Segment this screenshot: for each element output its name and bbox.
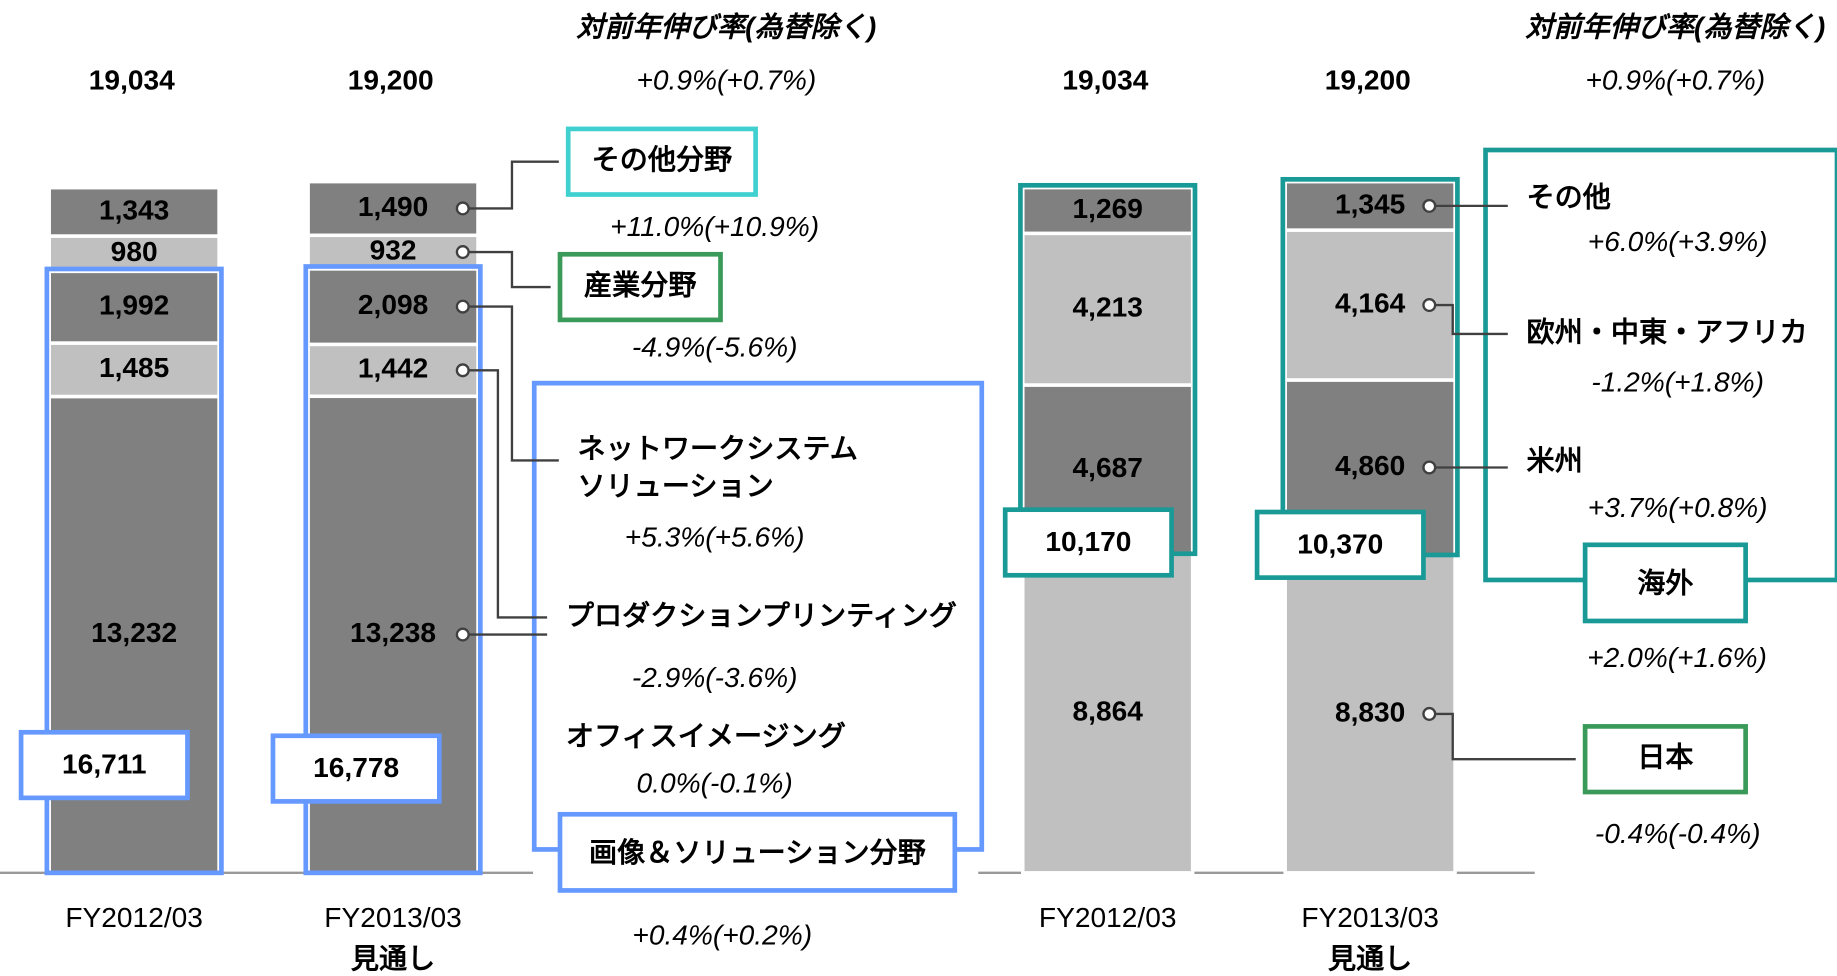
bar-segment [1021, 551, 1195, 875]
segment-label: 1,485 [99, 352, 169, 383]
group-total: 16,711 [62, 749, 146, 780]
segment-label: 932 [370, 234, 417, 265]
segment-label: 1,992 [99, 290, 169, 321]
segment-label: 1,345 [1335, 188, 1405, 219]
leader-dot [455, 363, 470, 378]
series-name-box [1582, 724, 1748, 795]
bar-segment [1283, 179, 1457, 232]
leader-dot [1422, 460, 1437, 475]
leader-line [462, 305, 559, 462]
bar-segment [47, 185, 221, 238]
segment-label: 13,238 [350, 617, 436, 648]
segment-label: 4,860 [1335, 450, 1405, 481]
total-growth: +0.9%(+0.7%) [1585, 64, 1765, 95]
series-name-box [557, 251, 723, 323]
group-name-box [1582, 542, 1748, 624]
bar-segment [306, 267, 480, 347]
bar-total: 19,200 [1325, 64, 1411, 95]
bar-segment [47, 269, 221, 345]
x-tick-label: FY2012/03 [1039, 902, 1177, 933]
series-name: プロダクションプリンティング [566, 599, 957, 631]
growth-header: 対前年伸び率(為替除く) [1525, 12, 1825, 43]
leader-dot [455, 245, 470, 260]
group-total: 16,778 [313, 752, 399, 783]
group-growth: +2.0%(+1.6%) [1587, 642, 1767, 673]
leader-dot [455, 201, 470, 216]
leader-dot [455, 627, 470, 642]
forecast-label: 見通し [1328, 943, 1412, 974]
series-name: オフィスイメージング [566, 721, 846, 752]
group-name-box [557, 811, 958, 893]
series-name: 日本 [1637, 742, 1693, 773]
series-growth: +5.3%(+5.6%) [625, 521, 805, 552]
segment-label: 1,343 [99, 194, 169, 225]
leader-line [1429, 303, 1508, 336]
leader-dot [1422, 198, 1437, 213]
segment-label: 8,864 [1073, 696, 1144, 727]
forecast-label: 見通し [351, 943, 435, 974]
leader-line [462, 160, 559, 210]
series-growth: -2.9%(-3.6%) [632, 662, 798, 693]
group-name: 海外 [1637, 568, 1693, 599]
series-name: その他分野 [592, 144, 733, 175]
group-total-box [1254, 509, 1426, 580]
series-name: その他 [1527, 182, 1611, 213]
leader-dot [455, 299, 470, 314]
series-growth: +3.7%(+0.8%) [1588, 492, 1768, 523]
series-name: 米州 [1527, 445, 1583, 476]
group-total-box [270, 733, 442, 804]
group-outline [44, 266, 224, 876]
x-tick-label: FY2013/03 [1301, 902, 1439, 933]
segment-label: 8,830 [1335, 696, 1405, 727]
series-growth: -0.4%(-0.4%) [1595, 818, 1761, 849]
bar-total: 19,200 [348, 64, 434, 95]
group-total-box [1002, 507, 1174, 578]
growth-header: 対前年伸び率(為替除く) [576, 12, 876, 43]
series-growth: +11.0%(+10.9%) [610, 211, 819, 242]
series-growth: 0.0%(-0.1%) [637, 767, 793, 798]
bar-total: 19,034 [89, 64, 175, 95]
bar-segment [47, 234, 221, 274]
segment-label: 4,164 [1335, 287, 1406, 318]
series-name: 欧州・中東・アフリカ [1527, 316, 1808, 347]
total-growth: +0.9%(+0.7%) [637, 64, 817, 95]
series-growth: -1.2%(+1.8%) [1591, 367, 1764, 398]
group-total: 10,370 [1297, 528, 1383, 559]
leader-line [1429, 712, 1576, 761]
segment-label: 1,442 [358, 353, 428, 384]
group-total-box [18, 729, 190, 801]
leader-dot [1422, 706, 1437, 721]
x-tick-label: FY2013/03 [324, 902, 462, 933]
segment-label: 4,687 [1073, 452, 1143, 483]
series-name-box [565, 126, 758, 197]
group-growth: +0.4%(+0.2%) [632, 920, 812, 951]
group-name: 画像＆ソリューション分野 [589, 837, 926, 868]
segment-label: 1,490 [358, 191, 428, 222]
segment-label: 980 [111, 236, 158, 267]
series-growth: +6.0%(+3.9%) [1588, 226, 1768, 257]
leader-line [462, 250, 551, 289]
series-name: 産業分野 [584, 269, 696, 301]
segment-label: 1,269 [1073, 193, 1143, 224]
segment-label: 2,098 [358, 289, 428, 320]
segment-label: 4,213 [1073, 292, 1143, 323]
segment-label: 13,232 [91, 617, 177, 648]
bar-segment [306, 233, 480, 271]
x-tick-label: FY2012/03 [65, 902, 203, 933]
group-outline [303, 264, 483, 876]
series-growth: -4.9%(-5.6%) [632, 332, 798, 363]
bar-total: 19,034 [1062, 64, 1148, 95]
group-total: 10,170 [1045, 526, 1131, 557]
leader-dot [1422, 298, 1437, 313]
leader-line [462, 369, 548, 619]
series-name: ネットワークシステムソリューション [578, 434, 858, 502]
